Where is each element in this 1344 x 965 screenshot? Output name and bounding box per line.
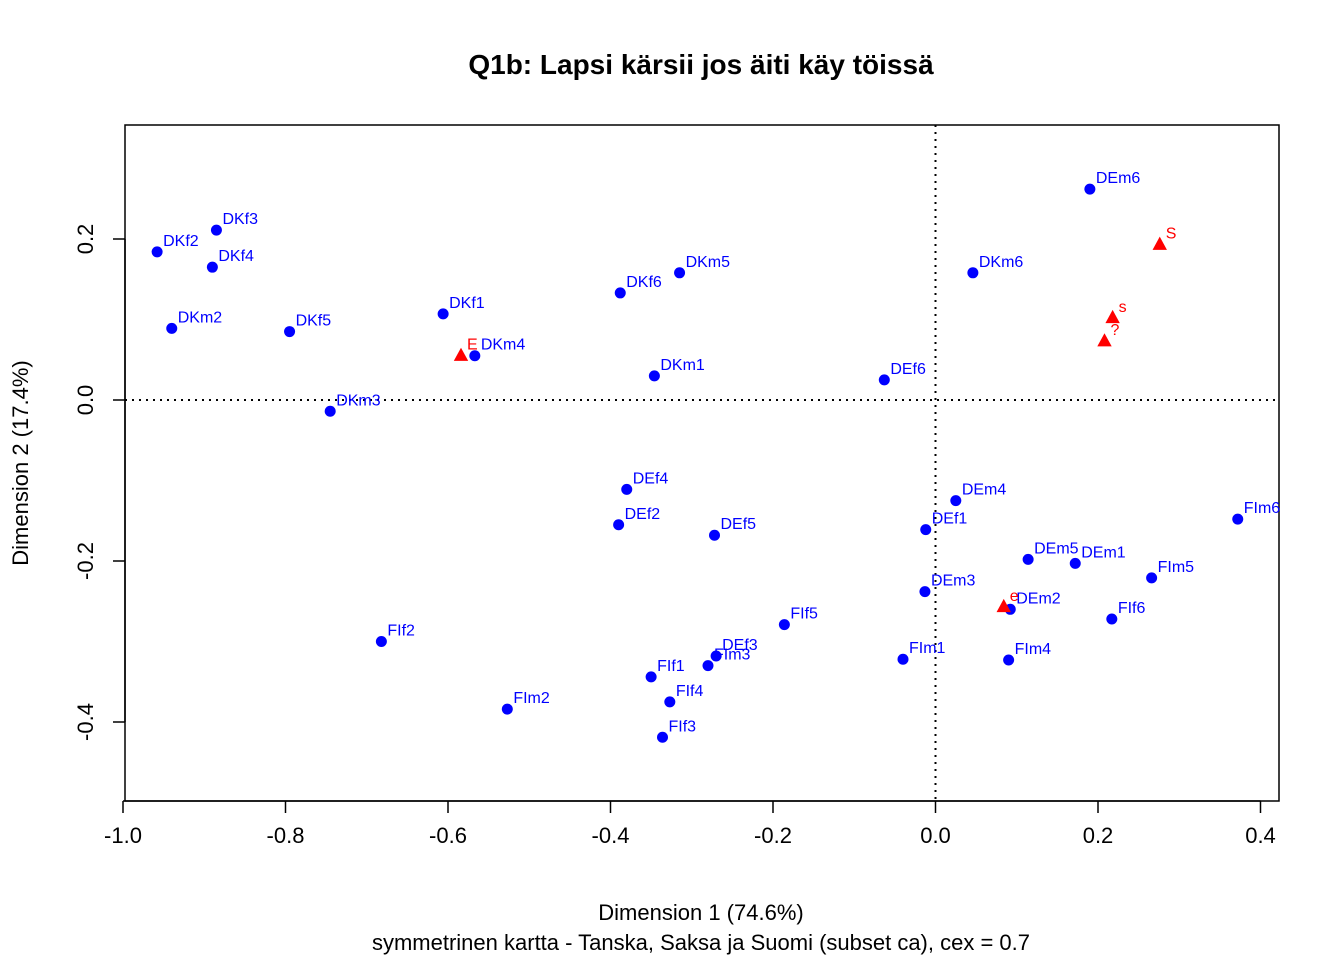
point-label: ? <box>1111 322 1120 339</box>
column-point-s <box>1105 309 1120 324</box>
point-label: FIm5 <box>1158 559 1195 576</box>
row-point-DEm1 <box>1069 557 1081 569</box>
x-tick-label: 0.4 <box>1245 823 1276 848</box>
chart-title: Q1b: Lapsi kärsii jos äiti käy töissä <box>468 49 934 80</box>
point-label: DKf3 <box>222 211 258 228</box>
column-point-S <box>1152 236 1167 250</box>
point-label: DKf1 <box>449 295 485 312</box>
row-point-FIf3 <box>657 731 668 743</box>
row-point-DKm5 <box>674 267 686 279</box>
row-point-DEf6 <box>878 374 890 386</box>
row-point-DKm6 <box>967 267 979 279</box>
x-tick-label: 0.2 <box>1083 823 1114 848</box>
row-point-DKm4 <box>469 350 481 362</box>
point-label: DKf5 <box>296 313 332 330</box>
y-tick-label: -0.2 <box>73 542 98 580</box>
row-point-FIf2 <box>375 636 387 647</box>
y-tick-label: -0.4 <box>73 703 98 741</box>
column-point-e <box>996 598 1011 613</box>
point-label: FIf1 <box>657 658 685 675</box>
point-label: FIf4 <box>676 683 704 700</box>
row-point-DKf4 <box>206 261 218 273</box>
y-axis-label: Dimension 2 (17.4%) <box>8 360 33 565</box>
point-label: FIf6 <box>1118 600 1146 617</box>
point-label: DEm5 <box>1034 540 1079 557</box>
row-point-DEm4 <box>950 495 962 507</box>
row-point-DKf1 <box>437 308 449 320</box>
x-tick-label: -0.4 <box>592 823 630 848</box>
row-point-DKf5 <box>284 326 296 338</box>
point-label: DEf4 <box>633 470 669 487</box>
point-label: e <box>1010 588 1019 605</box>
point-label: DKm3 <box>336 392 381 409</box>
row-point-DEf2 <box>613 519 625 531</box>
row-point-FIm3 <box>702 660 714 672</box>
y-tick-label: 0.0 <box>73 385 98 416</box>
row-point-DKm1 <box>648 370 660 382</box>
point-label: FIm3 <box>714 647 751 664</box>
x-tick-label: 0.0 <box>920 823 951 848</box>
point-label: DEf3 <box>722 637 758 654</box>
row-point-FIf4 <box>664 696 676 708</box>
point-label: DKm4 <box>481 337 526 354</box>
row-point-DEm3 <box>919 586 931 598</box>
point-label: DKm2 <box>178 309 223 326</box>
row-point-FIm2 <box>501 703 513 715</box>
x-tick-label: -0.8 <box>267 823 305 848</box>
row-point-FIf6 <box>1106 613 1118 625</box>
x-tick-label: -0.2 <box>754 823 792 848</box>
row-point-FIf1 <box>645 671 657 683</box>
point-label: DKm6 <box>979 254 1024 271</box>
column-point-E <box>453 347 469 361</box>
point-label: S <box>1166 226 1177 243</box>
row-point-FIf5 <box>778 619 790 631</box>
point-label: FIf3 <box>669 718 697 735</box>
row-point-DEf3 <box>710 650 722 662</box>
point-label: FIm1 <box>909 640 946 657</box>
row-point-FIm5 <box>1146 572 1158 584</box>
point-label: DKm5 <box>686 254 731 271</box>
row-point-DKm3 <box>324 405 336 417</box>
row-point-FIm6 <box>1232 513 1244 525</box>
point-label: FIm2 <box>513 690 550 707</box>
point-label: DEf2 <box>625 506 661 523</box>
point-label: DEf6 <box>890 361 926 378</box>
point-label: DEm2 <box>1016 590 1061 607</box>
row-point-DEf4 <box>621 483 633 495</box>
point-label: FIf2 <box>387 623 415 640</box>
y-tick-label: 0.2 <box>73 224 98 255</box>
chart-subtitle: symmetrinen kartta - Tanska, Saksa ja Su… <box>372 930 1030 955</box>
row-point-DEf5 <box>709 529 720 541</box>
point-label: DEm6 <box>1096 170 1141 187</box>
point-label: DEm3 <box>931 573 976 590</box>
point-label: FIm4 <box>1015 641 1052 658</box>
row-point-DKf6 <box>614 287 626 299</box>
point-label: FIf5 <box>790 606 818 623</box>
column-point-? <box>1097 333 1112 347</box>
row-point-DKf3 <box>210 224 222 236</box>
point-label: DKf2 <box>163 233 199 250</box>
point-label: s <box>1119 299 1127 316</box>
row-point-FIm4 <box>1003 654 1015 666</box>
point-label: E <box>467 337 478 354</box>
row-point-DEm5 <box>1022 553 1034 565</box>
row-point-DEm6 <box>1084 183 1096 195</box>
point-label: DEm4 <box>962 482 1007 499</box>
x-axis-label: Dimension 1 (74.6%) <box>598 900 803 925</box>
row-point-DEf1 <box>920 524 932 536</box>
x-tick-label: -1.0 <box>104 823 142 848</box>
point-label: FIm6 <box>1244 500 1281 517</box>
point-label: DKf6 <box>626 274 662 291</box>
x-tick-label: -0.6 <box>429 823 467 848</box>
row-point-DKm2 <box>166 322 178 334</box>
point-label: DKm1 <box>660 357 705 374</box>
point-label: DKf4 <box>218 248 254 265</box>
row-point-FIm1 <box>897 653 909 665</box>
point-label: DEm1 <box>1081 544 1126 561</box>
point-label: DEf5 <box>721 516 757 533</box>
row-point-DKf2 <box>151 246 163 258</box>
point-label: DEf1 <box>932 511 968 528</box>
